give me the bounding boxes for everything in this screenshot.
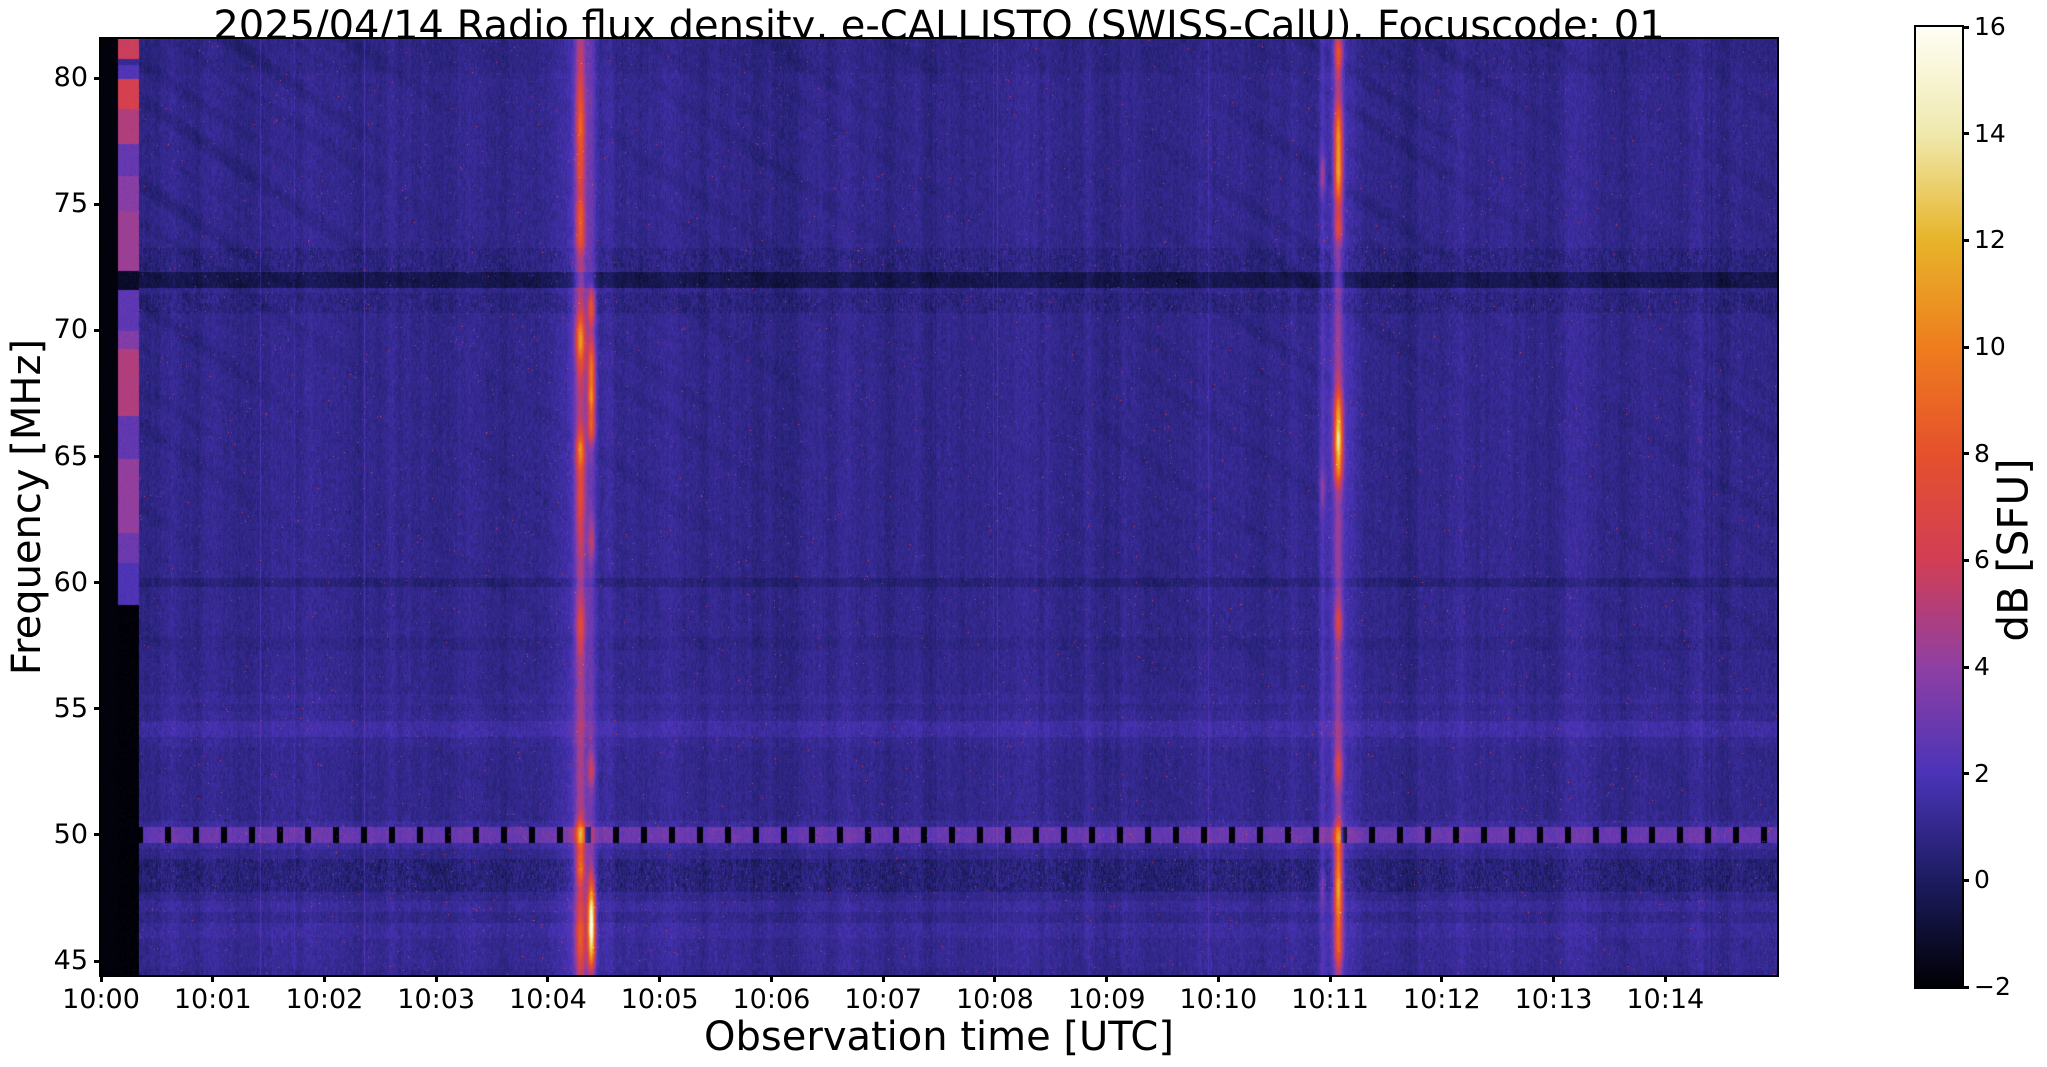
- y-tick-label: 55: [53, 692, 88, 724]
- x-tick-label: 10:12: [1402, 984, 1481, 1015]
- colorbar-label: dB [SFU]: [1988, 458, 2038, 642]
- y-tick-mark: [94, 328, 101, 332]
- x-tick-mark: [434, 975, 438, 982]
- y-tick-mark: [94, 76, 101, 80]
- colorbar-tick-mark: [1962, 878, 1969, 882]
- y-tick-label: 70: [53, 314, 88, 346]
- colorbar-tick-mark: [1962, 25, 1969, 29]
- y-tick-label: 75: [53, 188, 88, 220]
- colorbar-tick-mark: [1962, 452, 1969, 456]
- colorbar-tick-label: 8: [1974, 438, 1990, 468]
- colorbar-tick-label: 12: [1974, 225, 2006, 255]
- x-tick-label: 10:01: [173, 984, 252, 1015]
- x-tick-mark: [211, 975, 215, 982]
- y-tick-mark: [94, 707, 101, 711]
- x-tick-mark: [1105, 975, 1109, 982]
- x-axis-label: Observation time [UTC]: [704, 1014, 1174, 1060]
- colorbar-tick-label: −2: [1974, 972, 2011, 1001]
- spectrogram-canvas: [101, 39, 1777, 975]
- colorbar-tick-label: 2: [1974, 758, 1990, 788]
- x-tick-label: 10:13: [1514, 984, 1593, 1015]
- colorbar-tick-label: 16: [1974, 12, 2006, 41]
- x-tick-label: 10:05: [620, 984, 699, 1015]
- y-tick-mark: [94, 455, 101, 459]
- x-tick-label: 10:04: [509, 984, 587, 1015]
- y-tick-label: 45: [53, 945, 88, 977]
- colorbar-tick-mark: [1962, 985, 1969, 989]
- colorbar-gradient: [1916, 27, 1962, 987]
- x-tick-mark: [658, 975, 662, 982]
- x-tick-label: 10:00: [62, 984, 140, 1015]
- x-tick-label: 10:06: [732, 984, 811, 1015]
- colorbar-tick-mark: [1962, 558, 1969, 562]
- y-tick-mark: [94, 202, 101, 206]
- x-tick-label: 10:02: [285, 984, 364, 1015]
- x-tick-mark: [322, 975, 326, 982]
- colorbar-tick-mark: [1962, 772, 1969, 776]
- y-tick-label: 65: [53, 440, 88, 472]
- plot-area: [99, 37, 1779, 977]
- x-tick-label: 10:10: [1179, 984, 1258, 1015]
- colorbar-tick-label: 4: [1974, 652, 1990, 681]
- x-tick-mark: [1552, 975, 1556, 982]
- x-tick-mark: [881, 975, 885, 982]
- colorbar-tick-mark: [1962, 132, 1969, 136]
- y-tick-mark: [94, 959, 101, 963]
- colorbar-tick-mark: [1962, 238, 1969, 242]
- colorbar: [1914, 25, 1964, 989]
- y-tick-mark: [94, 833, 101, 837]
- colorbar-tick-mark: [1962, 665, 1969, 669]
- y-axis-label: Frequency [MHz]: [4, 338, 50, 676]
- colorbar-tick-label: 0: [1974, 865, 1990, 895]
- x-tick-mark: [1663, 975, 1667, 982]
- x-tick-mark: [1216, 975, 1220, 982]
- x-tick-mark: [993, 975, 997, 982]
- x-tick-label: 10:03: [397, 984, 476, 1015]
- x-tick-mark: [99, 975, 103, 982]
- colorbar-tick-label: 6: [1974, 545, 1990, 575]
- x-tick-label: 10:07: [844, 984, 923, 1015]
- x-tick-label: 10:09: [1067, 984, 1146, 1015]
- y-tick-label: 50: [53, 818, 88, 850]
- x-tick-mark: [1328, 975, 1332, 982]
- colorbar-tick-mark: [1962, 345, 1969, 349]
- x-tick-mark: [1440, 975, 1444, 982]
- y-tick-label: 60: [53, 566, 88, 598]
- y-tick-label: 80: [53, 62, 88, 94]
- x-tick-label: 10:14: [1626, 984, 1705, 1015]
- colorbar-tick-label: 10: [1974, 332, 2006, 361]
- x-tick-mark: [769, 975, 773, 982]
- x-tick-mark: [546, 975, 550, 982]
- x-tick-label: 10:08: [955, 984, 1034, 1015]
- x-tick-label: 10:11: [1291, 984, 1369, 1015]
- y-tick-mark: [94, 581, 101, 585]
- colorbar-tick-label: 14: [1974, 118, 2006, 148]
